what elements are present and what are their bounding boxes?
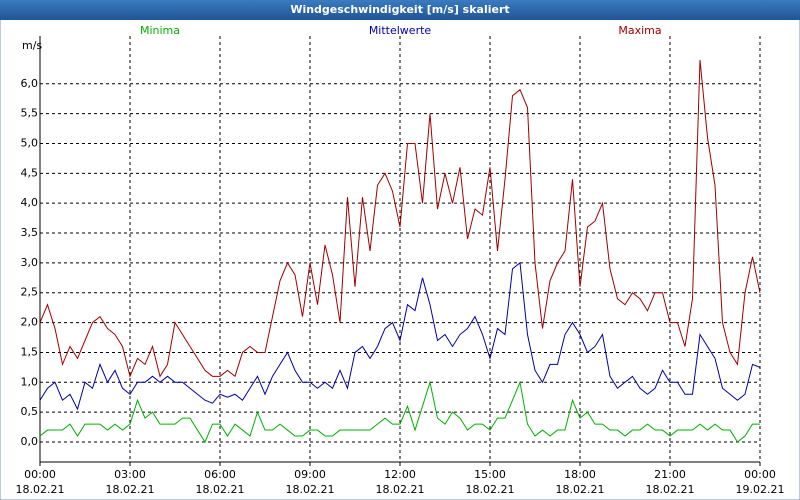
x-tick-label: 21:00 <box>654 468 686 481</box>
x-tick-date: 18.02.21 <box>376 483 425 496</box>
y-tick-label: 0,0 <box>21 435 39 448</box>
y-tick-label: 3,0 <box>21 256 39 269</box>
y-tick-label: 5,0 <box>21 136 39 149</box>
y-tick-label: 1,0 <box>21 375 39 388</box>
x-tick-label: 06:00 <box>204 468 236 481</box>
series-line <box>39 59 761 378</box>
legend-entry: Maxima <box>618 24 661 37</box>
y-tick-label: 2,0 <box>21 316 39 329</box>
x-tick-label: 03:00 <box>114 468 146 481</box>
x-tick-label: 00:00 <box>744 468 776 481</box>
y-axis-label: m/s <box>22 39 42 52</box>
x-tick-date: 19.02.21 <box>736 483 785 496</box>
y-tick-label: 3,5 <box>21 226 39 239</box>
x-tick-date: 18.02.21 <box>286 483 335 496</box>
x-tick-date: 18.02.21 <box>196 483 245 496</box>
x-tick-date: 18.02.21 <box>466 483 515 496</box>
legend-entry: Mittelwerte <box>369 24 432 37</box>
y-tick-label: 1,5 <box>21 345 39 358</box>
y-tick-label: 6,0 <box>21 77 39 90</box>
series-line <box>39 261 761 411</box>
x-tick-label: 00:00 <box>24 468 56 481</box>
x-tick-label: 18:00 <box>564 468 596 481</box>
x-tick-label: 09:00 <box>294 468 326 481</box>
y-tick-label: 5,5 <box>21 107 39 120</box>
x-tick-date: 18.02.21 <box>16 483 65 496</box>
x-tick-label: 15:00 <box>474 468 506 481</box>
y-tick-label: 2,5 <box>21 286 39 299</box>
x-tick-date: 18.02.21 <box>556 483 605 496</box>
y-tick-label: 4,5 <box>21 166 39 179</box>
title-bar <box>0 0 800 20</box>
series-line <box>39 380 760 444</box>
y-tick-label: 0,5 <box>21 405 39 418</box>
legend-entry: Minima <box>140 24 180 37</box>
y-tick-label: 4,0 <box>21 196 39 209</box>
x-tick-date: 18.02.21 <box>106 483 155 496</box>
x-tick-date: 18.02.21 <box>646 483 695 496</box>
chart-title: Windgeschwindigkeit [m/s] skaliert <box>290 3 509 16</box>
x-tick-label: 12:00 <box>384 468 416 481</box>
